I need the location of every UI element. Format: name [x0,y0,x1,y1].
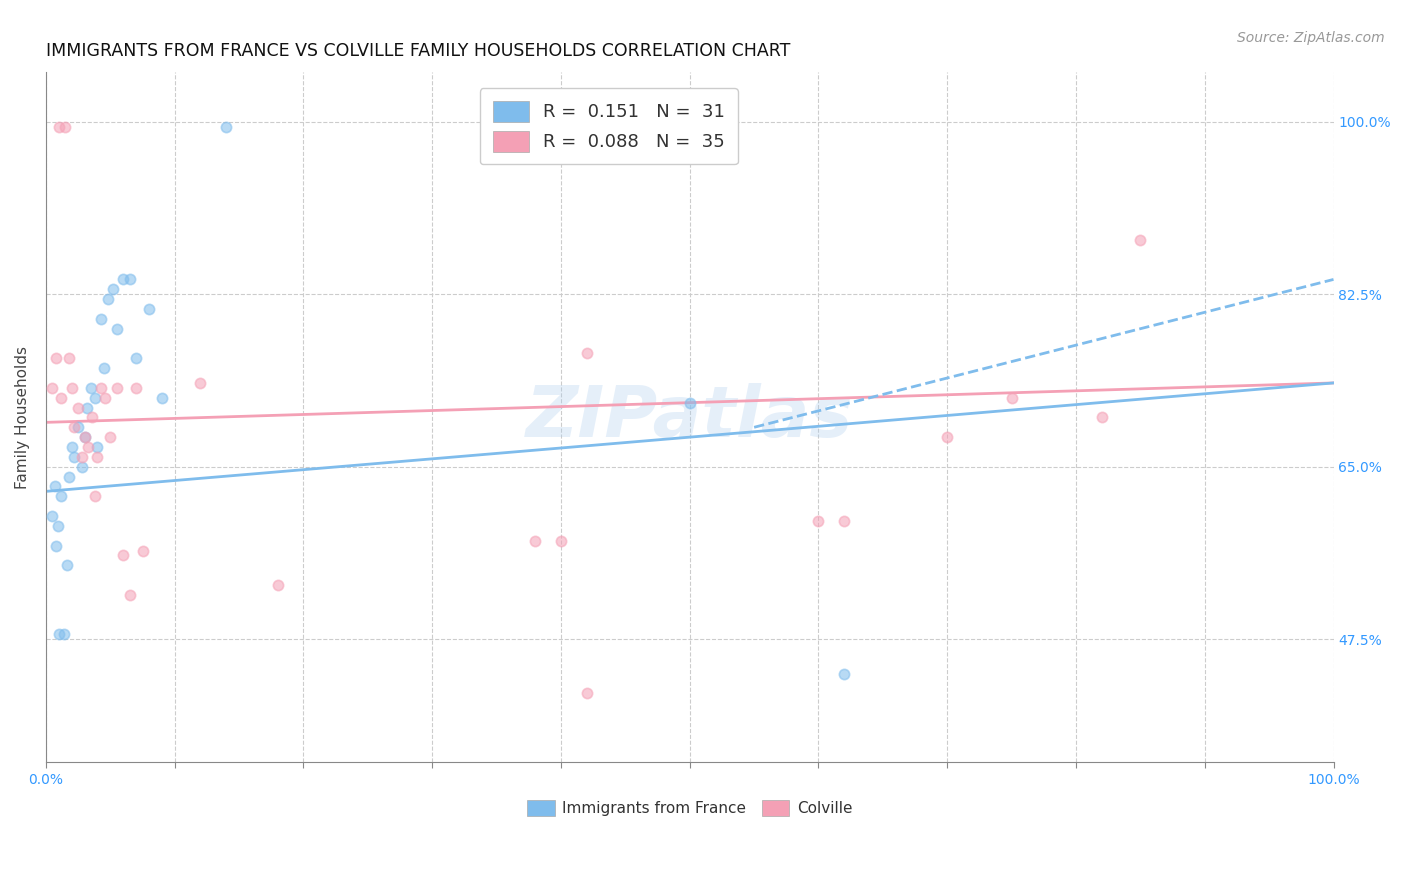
Point [575,346,598,360]
Point [112,549,135,563]
Point [77,440,100,454]
Point [807,514,830,528]
Text: Source: ZipAtlas.com: Source: ZipAtlas.com [1237,31,1385,45]
Point [58,469,80,483]
Point [58,351,80,366]
Text: IMMIGRANTS FROM FRANCE VS COLVILLE FAMILY HOUSEHOLDS CORRELATION CHART: IMMIGRANTS FROM FRANCE VS COLVILLE FAMIL… [46,42,790,60]
Point [98,430,121,444]
Point [190,376,212,390]
Point [67,401,90,415]
Point [70,459,93,474]
Point [67,420,90,434]
Point [112,272,135,286]
Point [832,514,855,528]
Point [86,450,108,464]
Point [83,391,105,405]
Point [1129,233,1152,247]
Point [101,282,124,296]
Point [41,381,63,395]
Point [80,381,103,395]
Point [679,395,702,409]
Point [267,578,290,592]
Point [524,533,547,548]
Point [105,381,128,395]
Point [118,588,141,602]
Point [63,420,86,434]
Point [575,686,598,700]
Point [63,450,86,464]
Point [125,381,148,395]
Point [94,391,117,405]
Point [1001,391,1024,405]
Point [215,120,238,134]
Point [45,539,67,553]
Point [51,489,73,503]
Point [138,301,160,316]
Point [936,430,959,444]
Point [550,533,572,548]
Point [131,543,153,558]
Point [70,450,93,464]
Legend: Immigrants from France, Colville: Immigrants from France, Colville [520,792,860,824]
Point [1091,410,1114,425]
Point [76,401,98,415]
Point [97,292,120,306]
Point [46,519,69,533]
Point [83,489,105,503]
Point [60,440,83,454]
Text: ZIPatlas: ZIPatlas [526,383,853,452]
Point [53,120,76,134]
Point [48,120,70,134]
Point [48,627,70,641]
Point [832,666,855,681]
Point [51,391,73,405]
Point [73,430,96,444]
Point [90,381,112,395]
Point [93,361,115,376]
Point [73,430,96,444]
Point [44,479,66,493]
Point [150,391,173,405]
Point [118,272,141,286]
Point [86,440,108,454]
Point [105,322,128,336]
Point [125,351,148,366]
Point [82,410,104,425]
Y-axis label: Family Households: Family Households [15,346,30,489]
Point [41,508,63,523]
Point [60,381,83,395]
Point [55,558,77,573]
Point [45,351,67,366]
Point [90,311,112,326]
Point [53,627,76,641]
